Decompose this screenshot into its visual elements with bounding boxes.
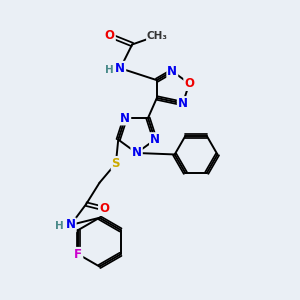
Text: O: O [99,202,109,215]
Text: H: H [55,221,64,231]
Text: O: O [105,29,115,42]
Text: N: N [167,65,177,78]
Text: N: N [132,146,142,160]
Text: N: N [115,62,125,75]
Text: N: N [178,97,188,110]
Text: N: N [150,133,160,146]
Text: H: H [105,65,113,75]
Text: N: N [120,112,130,124]
Text: CH₃: CH₃ [147,31,168,40]
Text: N: N [66,218,76,231]
Text: F: F [74,248,83,261]
Text: O: O [184,77,194,90]
Text: N: N [132,146,142,160]
Text: S: S [112,157,120,170]
